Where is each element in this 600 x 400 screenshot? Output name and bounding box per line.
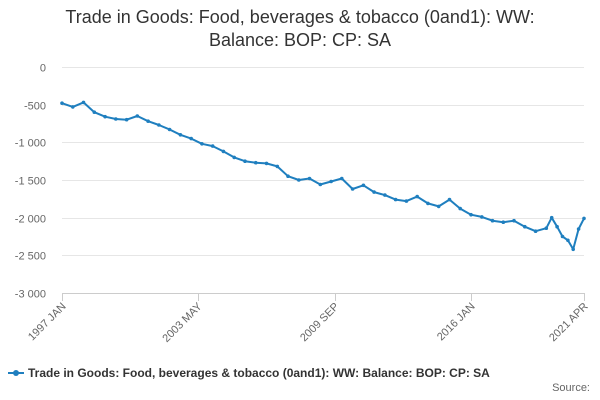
y-axis: 0 -500 -1 000 -1 500 -2 000 -2 500 -3 000	[15, 63, 46, 301]
data-point	[189, 136, 193, 141]
data-point	[383, 193, 387, 197]
data-point	[124, 117, 129, 122]
y-tick-label: -3 000	[15, 289, 46, 301]
x-tick-label: 2009 SEP	[298, 301, 342, 345]
data-point	[404, 199, 409, 203]
data-point	[329, 179, 333, 184]
data-point	[571, 247, 575, 252]
data-point	[582, 216, 586, 221]
data-point	[372, 190, 376, 194]
data-point	[297, 178, 301, 182]
data-point	[167, 127, 172, 132]
data-point	[275, 164, 280, 169]
data-point	[340, 176, 344, 181]
data-point	[512, 218, 516, 223]
data-point	[103, 114, 107, 119]
data-point	[447, 197, 452, 202]
data-point	[264, 161, 269, 166]
data-point	[560, 234, 565, 239]
y-tick-label: 0	[40, 63, 46, 75]
data-point	[350, 187, 355, 191]
legend-swatch-marker	[13, 370, 19, 376]
data-point	[71, 105, 75, 109]
data-point	[576, 227, 581, 231]
data-point	[544, 226, 549, 230]
data-point	[307, 176, 312, 181]
data-point	[92, 110, 97, 114]
data-point	[135, 114, 140, 118]
y-tick-label: -500	[24, 101, 46, 113]
legend-label: Trade in Goods: Food, beverages & tobacc…	[28, 366, 490, 380]
data-point	[361, 183, 366, 188]
data-point	[81, 100, 86, 105]
data-point	[318, 182, 323, 187]
data-point	[221, 149, 226, 154]
data-point	[178, 133, 183, 137]
y-tick-label: -2 500	[15, 251, 46, 263]
data-point	[490, 218, 495, 223]
series-line	[61, 101, 585, 251]
data-point	[243, 159, 247, 163]
y-tick-label: -2 000	[15, 214, 46, 226]
grid-lines	[62, 67, 584, 294]
data-point	[60, 101, 64, 105]
chart-title: Trade in Goods: Food, beverages & tobacc…	[0, 6, 600, 52]
data-point	[146, 119, 150, 123]
y-tick-label: -1 000	[15, 138, 46, 150]
data-point	[200, 142, 204, 146]
data-point	[555, 224, 559, 229]
data-point	[566, 238, 570, 243]
data-point	[253, 160, 258, 165]
series-area	[60, 100, 586, 252]
data-point	[286, 174, 290, 178]
data-point	[458, 206, 463, 211]
chart-title-line-2: Balance: BOP: CP: SA	[208, 30, 392, 50]
data-point	[469, 212, 473, 217]
data-point	[157, 123, 161, 127]
source-label: Source:	[552, 382, 590, 394]
legend[interactable]: Trade in Goods: Food, beverages & tobacc…	[8, 366, 594, 380]
data-point	[549, 215, 554, 220]
x-tick-label: 2021 APR	[547, 301, 591, 345]
data-point	[501, 220, 506, 224]
data-point	[114, 117, 118, 121]
data-point	[480, 215, 484, 219]
x-tick-label: 1997 JAN	[26, 301, 69, 344]
chart-title-line-1: Trade in Goods: Food, beverages & tobacc…	[65, 7, 535, 27]
data-point	[393, 197, 398, 202]
x-tick-label: 2016 JAN	[435, 301, 478, 344]
data-point	[436, 204, 441, 209]
x-axis: 1997 JAN 2003 MAY 2009 SEP 2016 JAN 2021 APR	[26, 293, 591, 345]
data-point	[533, 229, 538, 233]
data-point	[210, 144, 215, 148]
data-point	[523, 224, 527, 229]
x-tick-label: 2003 MAY	[160, 300, 205, 345]
y-tick-label: -1 500	[15, 176, 46, 188]
legend-swatch	[8, 368, 24, 378]
data-point	[415, 194, 420, 199]
data-point	[426, 201, 430, 206]
data-point	[232, 155, 236, 160]
